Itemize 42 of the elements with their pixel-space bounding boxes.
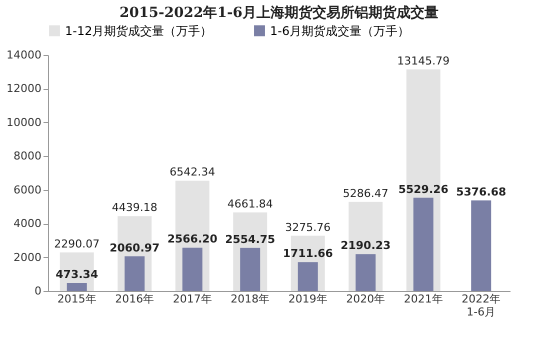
x-tick-label: 2020年 <box>346 292 386 306</box>
data-label: 2290.07 <box>54 237 100 250</box>
data-label: 5529.26 <box>398 182 449 196</box>
bar <box>298 262 318 291</box>
x-tick-label: 2017年 <box>172 292 212 306</box>
data-label: 4439.18 <box>112 201 158 214</box>
bar <box>240 248 260 291</box>
y-tick-label: 14000 <box>6 48 42 62</box>
legend-label: 1-12月期货成交量（万手） <box>65 24 212 38</box>
data-label: 4661.84 <box>227 197 273 210</box>
y-tick-label: 8000 <box>14 150 42 163</box>
y-tick-label: 0 <box>34 284 42 298</box>
data-label: 3275.76 <box>285 220 331 234</box>
y-tick-label: 2000 <box>14 250 42 264</box>
x-tick-label: 2021年 <box>404 292 443 306</box>
chart-title: 2015-2022年1-6月上海期货交易所铝期货成交量 <box>119 4 439 21</box>
x-tick-label: 2016年 <box>115 292 154 306</box>
y-tick-label: 10000 <box>6 116 42 129</box>
data-label: 1711.66 <box>282 247 334 260</box>
data-label: 2554.75 <box>225 232 276 246</box>
data-label: 6542.34 <box>170 166 216 179</box>
bar <box>413 198 434 291</box>
bar <box>471 200 492 291</box>
data-label: 5376.68 <box>456 185 506 198</box>
y-tick-label: 12000 <box>6 82 42 96</box>
data-label: 2566.20 <box>167 232 218 246</box>
data-label: 5286.47 <box>342 186 388 200</box>
x-tick-label: 2019年 <box>288 292 328 306</box>
bar <box>124 256 145 291</box>
data-label: 2190.23 <box>340 239 391 252</box>
y-tick-label: 4000 <box>14 217 42 230</box>
y-tick-label: 6000 <box>14 183 42 196</box>
x-tick-label: 2022年 1-6月 <box>462 292 501 318</box>
x-tick-label: 2015年 <box>57 292 96 306</box>
bar <box>182 248 202 291</box>
data-label: 473.34 <box>56 268 98 282</box>
data-label: 13145.79 <box>397 54 450 68</box>
data-label: 2060.97 <box>110 241 160 254</box>
bar <box>356 254 376 291</box>
x-tick-label: 2018年 <box>230 292 270 306</box>
legend-label: 1-6月期货成交量（万手） <box>270 24 410 38</box>
bar <box>66 283 87 291</box>
